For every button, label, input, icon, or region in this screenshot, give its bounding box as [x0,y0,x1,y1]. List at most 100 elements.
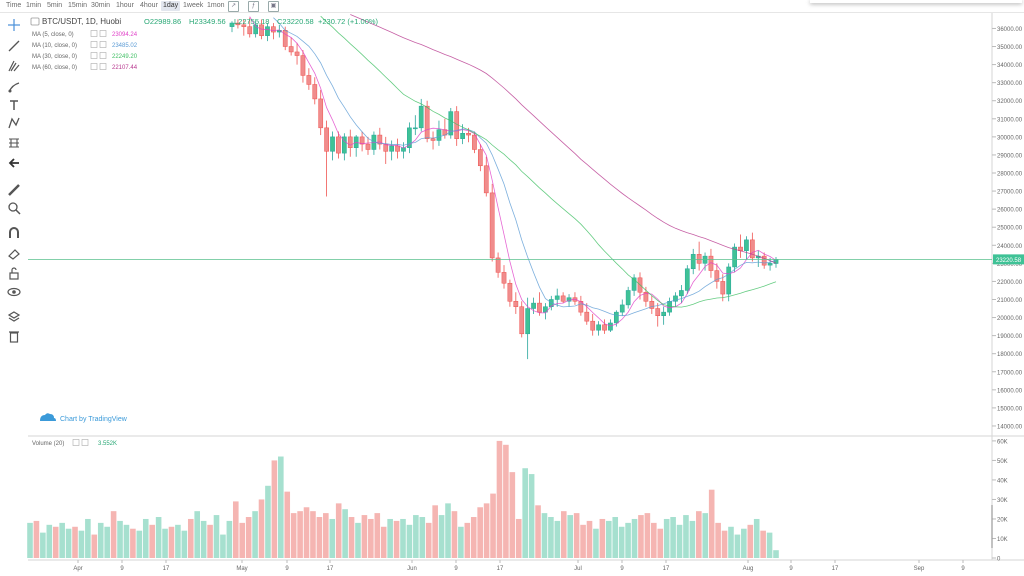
lock-drawing-icon[interactable] [7,246,21,260]
legend-ma-value: 22249.20 [112,54,138,60]
ma-close-icon[interactable] [99,30,107,37]
candle-body [424,105,430,139]
candle-body [341,136,347,154]
prediction-icon[interactable] [7,136,21,150]
legend-ma-value: 23485.02 [112,43,138,49]
price-axis-tick-label: 25000.00 [997,226,1023,232]
ma-close-icon[interactable] [99,52,107,59]
time-axis-label: 9 [789,566,793,572]
time-axis-label: 9 [454,566,458,572]
ma-visibility-icon[interactable] [90,63,98,70]
candle-body [513,301,519,307]
volume-bar [130,528,136,558]
volume-settings-icon[interactable] [72,439,80,446]
candles-icon[interactable]: ↗ [228,1,239,12]
time-axis-label: 17 [497,566,504,572]
candle-body [389,145,395,152]
candle-body [690,254,696,270]
indicators-icon[interactable]: ƒ [248,1,259,12]
volume-bar [483,503,490,558]
last-price-label: 23220.58 [996,258,1022,264]
volume-axis-tick-label: 30K [997,498,1008,504]
volume-bar [503,444,509,558]
magnet-icon[interactable] [7,226,21,240]
trend-line-icon[interactable] [7,39,21,53]
candle-body [679,290,684,297]
pattern-icon[interactable] [7,116,21,130]
timeframe-1day[interactable]: 1day [161,1,181,11]
ma-visibility-icon[interactable] [90,52,98,59]
candle-body [619,304,625,313]
volume-bar [258,499,265,558]
timeframe-30min[interactable]: 30min [91,2,111,9]
volume-bar [702,513,709,558]
volume-bar [721,530,728,558]
volume-bar [496,440,503,558]
fullscreen-icon[interactable]: ▣ [268,1,279,12]
volume-bar [760,530,766,558]
ma-visibility-icon[interactable] [90,41,98,48]
ma-close-icon[interactable] [99,41,107,48]
zoom-icon[interactable] [7,201,21,215]
time-axis-label: 9 [285,566,289,572]
text-icon[interactable] [7,98,21,112]
volume-axis-tick-label: 20K [997,517,1008,523]
trash-icon[interactable] [7,329,21,343]
time-axis-label: 17 [327,566,334,572]
ma-visibility-icon[interactable] [90,30,98,37]
time-axis-label: May [236,566,247,572]
time-axis-label: 17 [163,566,170,572]
volume-bar [631,518,638,558]
ma-5-line [249,16,777,327]
candle-body [229,22,235,27]
candle-body [300,55,306,76]
candle-body [495,257,501,273]
volume-axis-tick-label: 40K [997,478,1008,484]
candle-body [649,301,655,309]
candle-body [306,75,312,85]
volume-bar [368,518,374,558]
legend-ohlc-low: L22755.18 [234,17,269,26]
eye-icon[interactable] [7,285,21,299]
candle-body [531,302,536,309]
time-axis-label: 9 [961,566,965,572]
candle-body [395,145,400,152]
timeframe-1week[interactable]: 1week [183,2,204,9]
timeframe-1min[interactable]: 1min [26,2,42,9]
volume-close-icon[interactable] [81,439,89,446]
volume-bar [97,522,104,558]
arrow-icon[interactable] [7,156,21,170]
timeframe-5min[interactable]: 5min [47,2,63,9]
candle-body [448,111,454,136]
crosshair-icon[interactable] [7,18,21,32]
candle-body [377,134,383,145]
timeframe-1hour[interactable]: 1hour [116,2,134,9]
volume-bar [696,511,702,558]
timeframe-15min[interactable]: 15min [68,2,88,9]
volume-bar [323,513,329,558]
timeframe-4hour[interactable]: 4hour [140,2,158,9]
layers-icon[interactable] [7,310,21,324]
legend-collapse-icon[interactable] [30,17,40,26]
legend-symbol: BTC/USDT, 1D, Huobi [42,17,121,26]
ruler-icon[interactable] [7,183,21,197]
volume-label: Volume (20) [32,441,64,447]
volume-bar [226,520,233,558]
volume-bar [445,503,451,558]
time-axis-label: Jul [574,566,582,572]
volume-bar [78,530,85,558]
candle-body [608,322,613,331]
candle-body [312,84,318,100]
pitchfork-icon[interactable] [7,59,21,73]
timeframe-time[interactable]: Time [6,2,22,9]
volume-bar [438,515,445,558]
volume-bar [52,526,59,558]
volume-bar [316,517,323,558]
brush-icon[interactable] [7,80,21,94]
candle-body [265,26,270,36]
lock-icon[interactable] [7,266,21,280]
ma-close-icon[interactable] [99,63,107,70]
volume-bar [541,513,548,558]
timeframe-1mon[interactable]: 1mon [207,2,225,9]
